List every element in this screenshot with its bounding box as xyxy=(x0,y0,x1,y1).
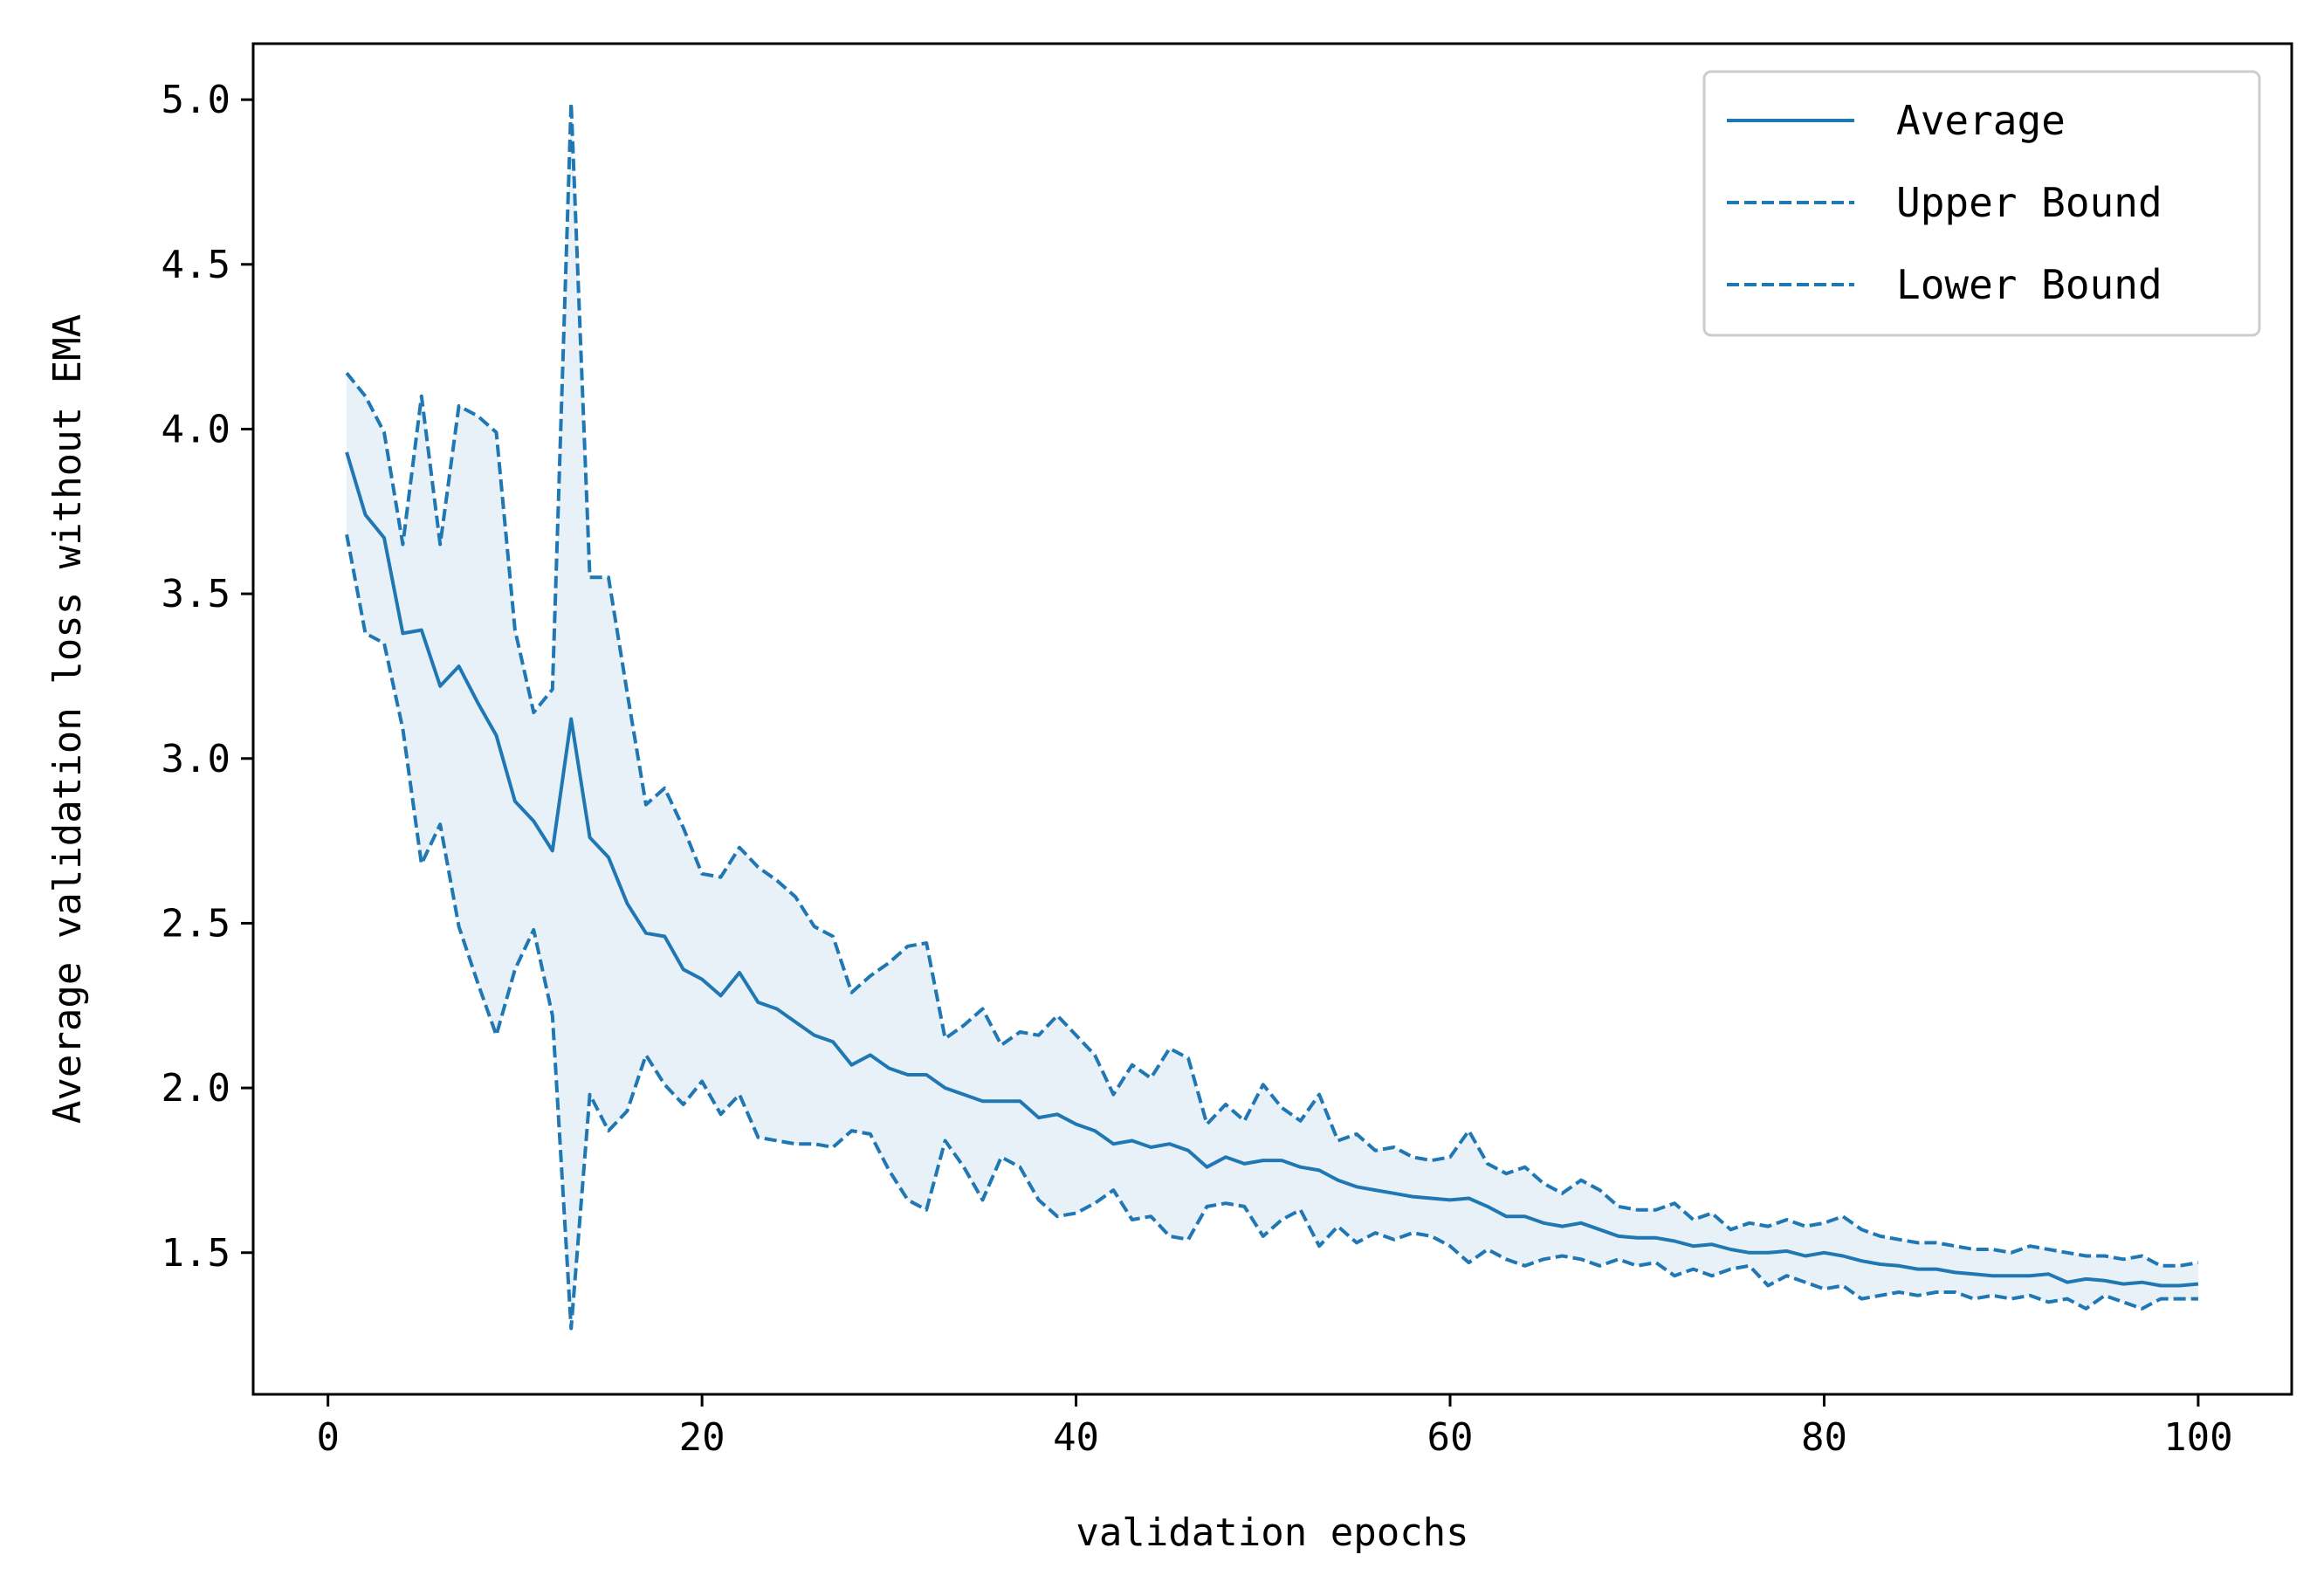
x-tick-label: 100 xyxy=(2163,1415,2232,1460)
plot-area xyxy=(345,100,2199,1331)
y-tick-label: 3.0 xyxy=(162,737,230,781)
x-axis-label: validation epochs xyxy=(1076,1510,1468,1555)
x-tick-label: 0 xyxy=(316,1415,340,1460)
y-axis-ticks: 1.5 2.0 2.5 3.0 3.5 4.0 4.5 5.0 xyxy=(162,78,253,1276)
confidence-band xyxy=(347,102,2198,1329)
x-tick-label: 60 xyxy=(1427,1415,1474,1460)
y-tick-label: 4.0 xyxy=(162,407,230,451)
series-line-average xyxy=(345,451,2199,1288)
legend-label-lower-bound: Lower Bound xyxy=(1896,261,2162,308)
legend-label-average: Average xyxy=(1896,97,2066,144)
axes xyxy=(251,42,2293,1396)
x-tick-label: 80 xyxy=(1801,1415,1847,1460)
y-tick-label: 3.5 xyxy=(162,572,230,616)
y-tick-label: 4.5 xyxy=(162,243,230,287)
y-tick-label: 2.0 xyxy=(162,1066,230,1111)
legend-label-upper-bound: Upper Bound xyxy=(1896,179,2162,226)
legend: Average Upper Bound Lower Bound xyxy=(1702,70,2261,337)
legend-box xyxy=(1702,70,2261,337)
y-tick-label: 2.5 xyxy=(162,901,230,946)
series-line-upper-bound xyxy=(345,100,2199,1268)
y-tick-label: 5.0 xyxy=(162,78,230,122)
y-tick-label: 1.5 xyxy=(162,1231,230,1276)
y-axis-label: Average validation loss without EMA xyxy=(45,314,90,1124)
series-line-lower-bound xyxy=(345,533,2198,1331)
x-tick-label: 20 xyxy=(679,1415,725,1460)
x-tick-label: 40 xyxy=(1053,1415,1099,1460)
axes-frame xyxy=(251,42,2293,1396)
x-axis-ticks: 0 20 40 60 80 100 xyxy=(316,1394,2233,1460)
